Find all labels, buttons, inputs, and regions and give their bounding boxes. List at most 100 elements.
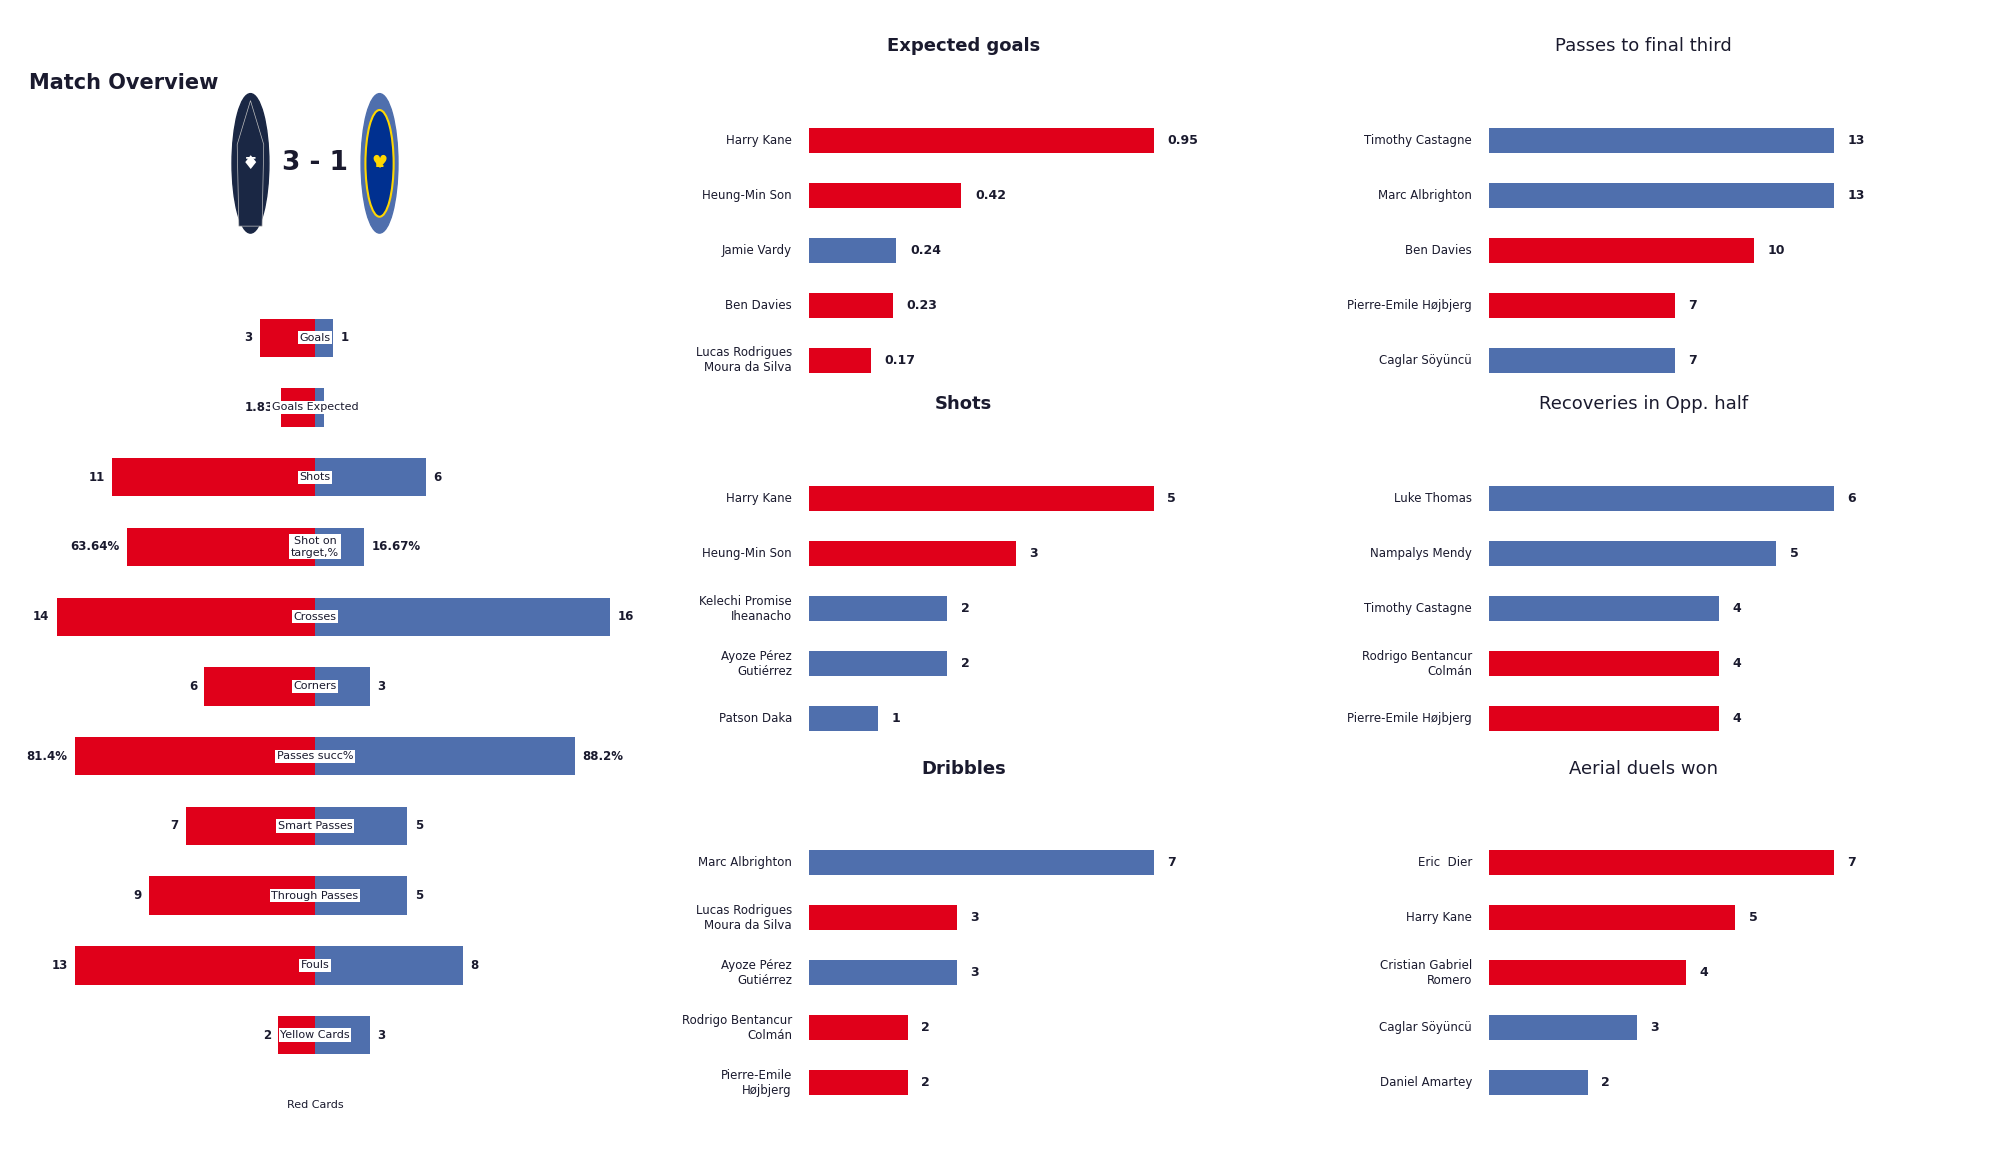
Bar <box>810 1015 908 1040</box>
Text: 16.67%: 16.67% <box>372 540 420 553</box>
Text: 6: 6 <box>1848 492 1856 505</box>
Bar <box>56 598 316 636</box>
Text: Ayoze Pérez
Gutiérrez: Ayoze Pérez Gutiérrez <box>722 959 792 987</box>
Text: T: T <box>246 156 256 170</box>
Text: Shots: Shots <box>934 395 992 414</box>
Bar <box>316 946 462 985</box>
Circle shape <box>362 94 398 233</box>
Text: Passes to final third: Passes to final third <box>1556 36 1732 55</box>
Bar <box>810 1070 908 1095</box>
Text: Daniel Amartey: Daniel Amartey <box>1380 1076 1472 1089</box>
Text: 2: 2 <box>1602 1076 1610 1089</box>
Text: 1: 1 <box>340 331 348 344</box>
Bar <box>1490 128 1834 153</box>
Bar <box>1490 1070 1588 1095</box>
Text: 6: 6 <box>188 680 196 693</box>
Text: 13: 13 <box>52 959 68 972</box>
Text: Caglar Söyüncü: Caglar Söyüncü <box>1380 1021 1472 1034</box>
Text: Marc Albrighton: Marc Albrighton <box>698 857 792 870</box>
Circle shape <box>232 94 268 233</box>
Text: 14: 14 <box>34 610 50 623</box>
Text: Nampalys Mendy: Nampalys Mendy <box>1370 548 1472 560</box>
Text: Ayoze Pérez
Gutiérrez: Ayoze Pérez Gutiérrez <box>722 650 792 678</box>
Bar <box>1490 960 1686 985</box>
Text: Pierre-Emile
Højbjerg: Pierre-Emile Højbjerg <box>720 1069 792 1097</box>
Bar <box>810 706 878 731</box>
Bar <box>1490 706 1718 731</box>
Bar <box>810 906 956 931</box>
Bar <box>316 877 408 915</box>
Text: Match Overview: Match Overview <box>30 73 218 93</box>
Bar <box>1490 651 1718 676</box>
Bar <box>128 528 316 566</box>
Bar <box>810 183 962 208</box>
Bar <box>1490 596 1718 620</box>
Bar <box>260 318 316 357</box>
Text: Corners: Corners <box>294 682 336 691</box>
Text: Ben Davies: Ben Davies <box>1406 243 1472 256</box>
Text: 0: 0 <box>300 1099 308 1112</box>
Text: 6: 6 <box>432 471 442 484</box>
Bar <box>1490 293 1674 317</box>
Text: 5: 5 <box>414 819 422 832</box>
Bar <box>204 667 316 706</box>
Bar <box>316 737 576 776</box>
Text: 5: 5 <box>1748 912 1758 925</box>
Text: Smart Passes: Smart Passes <box>278 821 352 831</box>
Text: 3: 3 <box>1650 1021 1660 1034</box>
Text: 7: 7 <box>1168 857 1176 870</box>
Text: 3: 3 <box>244 331 252 344</box>
Text: Goals: Goals <box>300 333 330 343</box>
Text: L: L <box>376 156 384 170</box>
Text: Expected goals: Expected goals <box>886 36 1040 55</box>
Bar <box>1490 183 1834 208</box>
Text: Kelechi Promise
Iheanacho: Kelechi Promise Iheanacho <box>700 595 792 623</box>
Text: Cristian Gabriel
Romero: Cristian Gabriel Romero <box>1380 959 1472 987</box>
Text: 81.4%: 81.4% <box>26 750 68 763</box>
Text: 0.42: 0.42 <box>976 189 1006 202</box>
Text: 7: 7 <box>1848 857 1856 870</box>
Text: Harry Kane: Harry Kane <box>726 492 792 505</box>
Text: Crosses: Crosses <box>294 612 336 622</box>
Text: 0.51: 0.51 <box>332 401 360 414</box>
Text: Fouls: Fouls <box>300 960 330 971</box>
Text: Lucas Rodrigues
Moura da Silva: Lucas Rodrigues Moura da Silva <box>696 347 792 375</box>
Text: Red Cards: Red Cards <box>286 1100 344 1110</box>
Bar <box>316 1016 370 1054</box>
Text: 2: 2 <box>262 1028 270 1041</box>
Text: 4: 4 <box>1732 712 1742 725</box>
Text: Rodrigo Bentancur
Colmán: Rodrigo Bentancur Colmán <box>682 1014 792 1042</box>
Text: 5: 5 <box>1168 492 1176 505</box>
Text: 88.2%: 88.2% <box>582 750 624 763</box>
Text: Pierre-Emile Højbjerg: Pierre-Emile Højbjerg <box>1348 712 1472 725</box>
Text: 0: 0 <box>322 1099 330 1112</box>
Text: 1: 1 <box>892 712 900 725</box>
Bar <box>278 1016 316 1054</box>
Bar <box>810 960 956 985</box>
Text: 0.17: 0.17 <box>884 354 916 367</box>
Bar <box>810 542 1016 566</box>
Text: Harry Kane: Harry Kane <box>1406 912 1472 925</box>
Bar <box>76 946 316 985</box>
Bar <box>810 128 1154 153</box>
Text: Patson Daka: Patson Daka <box>718 712 792 725</box>
Text: Aerial duels won: Aerial duels won <box>1568 759 1718 778</box>
Bar <box>316 667 370 706</box>
Text: Marc Albrighton: Marc Albrighton <box>1378 189 1472 202</box>
Text: 3: 3 <box>970 966 980 979</box>
Text: Ben Davies: Ben Davies <box>726 298 792 311</box>
Text: 3: 3 <box>378 680 386 693</box>
Text: 16: 16 <box>618 610 634 623</box>
Text: 8: 8 <box>470 959 478 972</box>
Bar <box>74 737 316 776</box>
Text: Timothy Castagne: Timothy Castagne <box>1364 602 1472 615</box>
Text: Shots: Shots <box>300 472 330 482</box>
Text: Through Passes: Through Passes <box>272 891 358 901</box>
Text: 2: 2 <box>960 657 970 670</box>
Text: Heung-Min Son: Heung-Min Son <box>702 189 792 202</box>
Text: Passes succ%: Passes succ% <box>276 751 354 761</box>
Bar <box>316 807 408 845</box>
Text: Eric  Dier: Eric Dier <box>1418 857 1472 870</box>
Bar <box>810 293 892 317</box>
Circle shape <box>366 110 394 216</box>
